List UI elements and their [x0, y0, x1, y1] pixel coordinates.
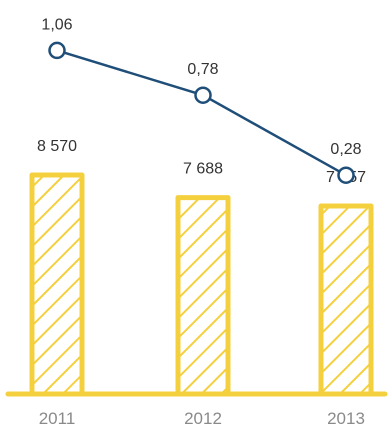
line-point-2011 — [48, 41, 66, 60]
line-value-labels: 1,06 0,78 0,28 — [41, 16, 361, 158]
x-tick-2013: 2013 — [327, 409, 365, 428]
bar-2011 — [29, 172, 85, 397]
bar-value-label-2012: 7 688 — [183, 161, 223, 178]
x-tick-2012: 2012 — [184, 409, 222, 428]
line-point-2012 — [194, 86, 212, 104]
bar-2013 — [318, 203, 374, 397]
bar-series — [29, 172, 374, 397]
line-point-2013 — [337, 166, 355, 184]
line-series — [48, 41, 355, 184]
x-axis-ticks: 2011 2012 2013 — [39, 409, 365, 428]
bar-2012 — [175, 195, 231, 397]
line-value-label-2012: 0,78 — [187, 61, 218, 78]
bar-value-label-2011: 8 570 — [37, 138, 77, 155]
x-tick-2011: 2011 — [39, 409, 76, 428]
line-value-label-2011: 1,06 — [41, 16, 72, 33]
line-value-label-2013: 0,28 — [330, 141, 361, 158]
